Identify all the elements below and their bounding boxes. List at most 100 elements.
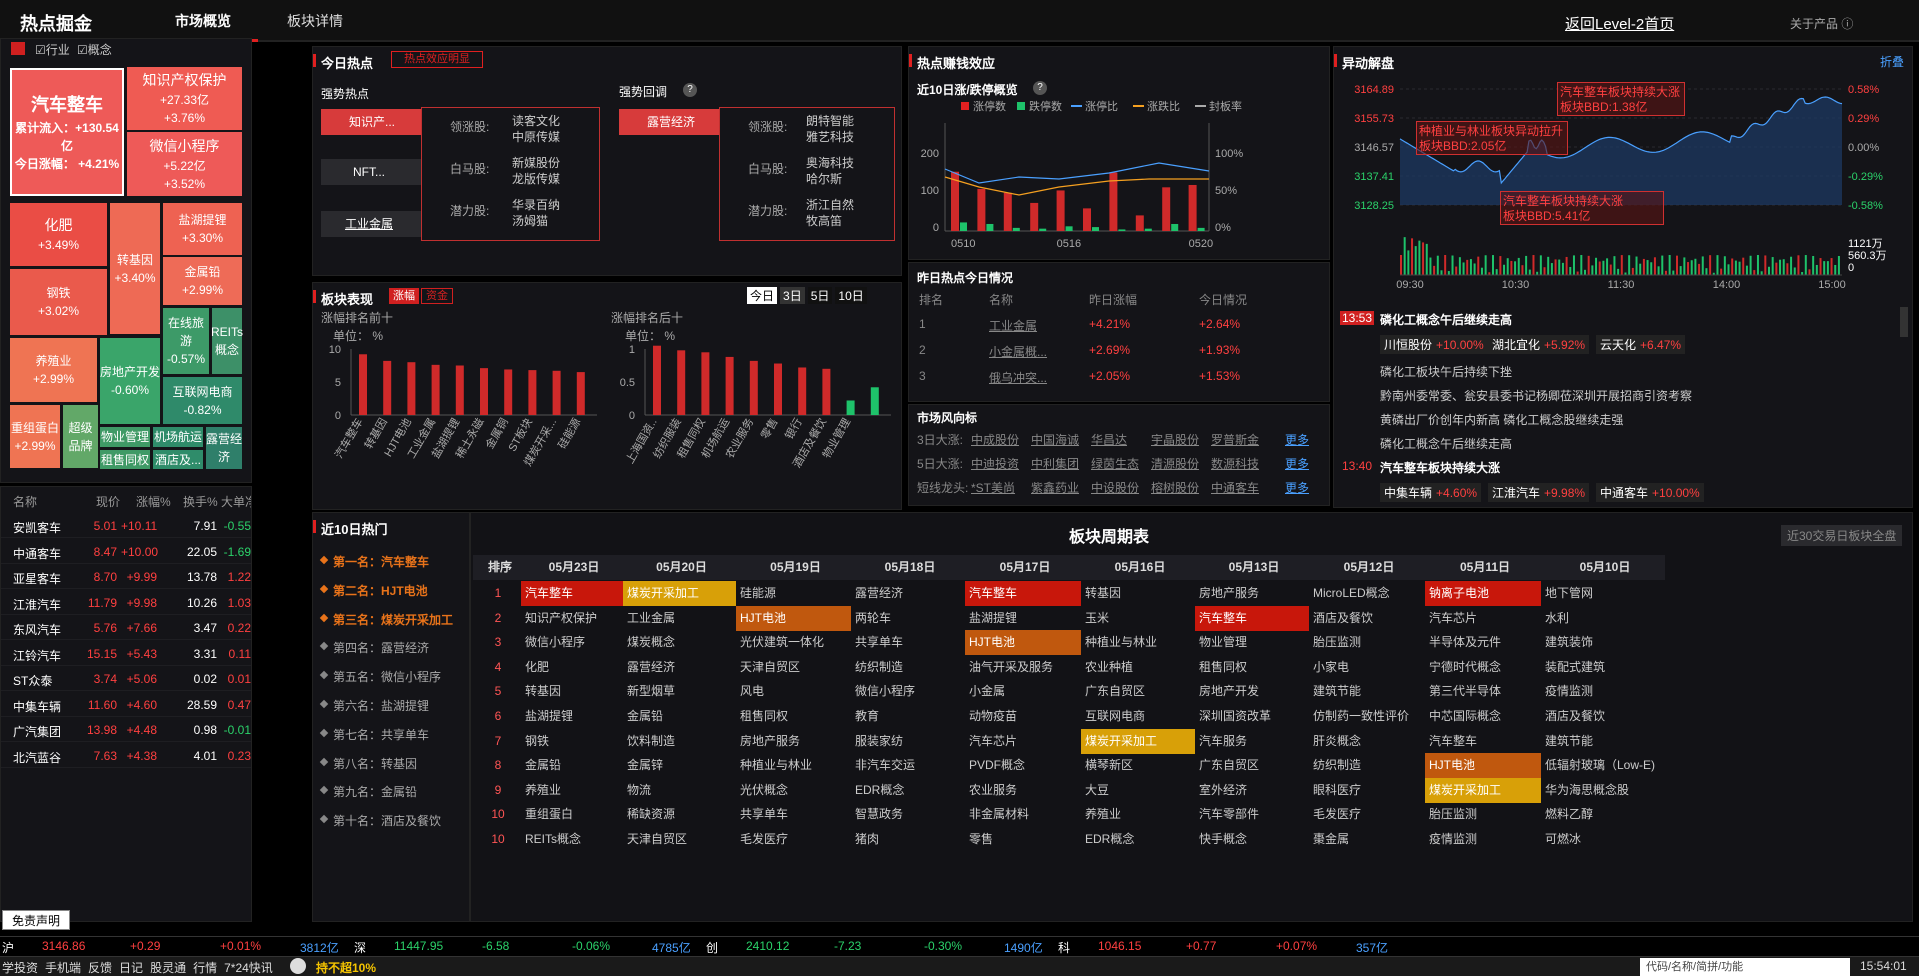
- cycle-cell[interactable]: 物流: [627, 782, 652, 797]
- news-stock-chip[interactable]: 云天化 +6.47%: [1596, 335, 1686, 354]
- period-5d[interactable]: 5日: [807, 287, 833, 304]
- cycle-cell[interactable]: 金属锌: [627, 758, 664, 773]
- treemap-tile[interactable]: 互联网电商 -0.82%: [163, 377, 242, 424]
- ticker-n[interactable]: 深: [354, 941, 367, 955]
- cycle-cell[interactable]: 教育: [855, 709, 880, 723]
- robot-icon[interactable]: [290, 958, 306, 974]
- news-title[interactable]: 磷化工概念午后继续走高: [1380, 437, 1513, 451]
- cycle-cell[interactable]: HJT电池: [736, 605, 851, 631]
- cycle-cell[interactable]: 玉米: [1085, 610, 1110, 625]
- ticker-n[interactable]: 沪: [2, 941, 15, 955]
- cycle-cell[interactable]: 大豆: [1085, 782, 1110, 797]
- news-stock-chip[interactable]: 川恒股份 +10.00%: [1380, 335, 1488, 354]
- tab-change[interactable]: 涨幅: [389, 288, 419, 304]
- rank-item[interactable]: 第十名：酒店及餐饮: [333, 814, 442, 829]
- cycle-cell[interactable]: 种植业与林业: [1085, 635, 1158, 650]
- treemap-tile[interactable]: REITs概念: [211, 308, 243, 374]
- status-link[interactable]: 学投资: [2, 961, 39, 975]
- disclaimer-button[interactable]: 免责声明: [2, 910, 70, 930]
- cycle-cell[interactable]: 毛发医疗: [1313, 807, 1362, 822]
- hot-tab-1[interactable]: 知识产...: [321, 109, 421, 135]
- more-link[interactable]: 更多: [1285, 481, 1310, 495]
- wind-stock[interactable]: 数源科技: [1211, 457, 1260, 471]
- cycle-cell[interactable]: 纺织制造: [1313, 758, 1362, 773]
- cycle-cell[interactable]: 稀缺资源: [627, 807, 676, 822]
- tab-market-overview[interactable]: 市场概览: [148, 0, 258, 42]
- treemap-tile[interactable]: 化肥 +3.49%: [10, 203, 107, 266]
- cycle-cell[interactable]: 服装家纺: [855, 733, 904, 748]
- news-stock-chip[interactable]: 江淮汽车 +9.98%: [1488, 483, 1590, 502]
- cycle-cell[interactable]: 纺织制造: [855, 659, 904, 674]
- cycle-cell[interactable]: 饮料制造: [627, 733, 676, 748]
- wind-stock[interactable]: 清源股份: [1151, 457, 1200, 471]
- table-row[interactable]: 江铃汽车 15.15 +5.43 3.31 0.11: [1, 641, 251, 666]
- cycle-cell[interactable]: 租售同权: [1199, 659, 1248, 674]
- treemap-tile[interactable]: 汽车整车 累计流入：+130.54亿 今日涨幅： +4.21%: [10, 68, 124, 196]
- cycle-cell[interactable]: 汽车服务: [1199, 733, 1248, 748]
- cycle-cell[interactable]: 租售同权: [740, 709, 789, 723]
- status-link[interactable]: 反馈: [88, 961, 113, 975]
- cycle-cell[interactable]: 房地产服务: [1199, 586, 1260, 600]
- treemap-tile[interactable]: 露营经济: [206, 427, 242, 469]
- cycle-cell[interactable]: 仿制药一致性评价: [1313, 709, 1410, 723]
- cycle-cell[interactable]: 毛发医疗: [740, 832, 789, 846]
- cycle-cell[interactable]: 室外经济: [1199, 782, 1248, 797]
- cycle-cell[interactable]: 可燃冰: [1545, 832, 1582, 846]
- cycle-cell[interactable]: 共享单车: [740, 807, 789, 822]
- cycle-cell[interactable]: 转基因: [1085, 586, 1122, 600]
- status-link[interactable]: 股灵通: [150, 961, 187, 975]
- cycle-cell[interactable]: 华为海思概念股: [1545, 782, 1630, 797]
- cycle-cell[interactable]: 汽车整车: [1429, 733, 1478, 748]
- wind-stock[interactable]: 榕树股份: [1151, 481, 1200, 495]
- cycle-cell[interactable]: 煤炭开采加工: [1425, 777, 1541, 803]
- rank-item[interactable]: 第二名：HJT电池: [333, 583, 428, 598]
- cycle-cell[interactable]: 半导体及元件: [1429, 635, 1502, 650]
- news-title[interactable]: 磷化工板块午后持续下挫: [1380, 365, 1513, 379]
- sector-name[interactable]: 俄乌冲突...: [989, 371, 1048, 385]
- leader-stock[interactable]: 牧高笛: [806, 214, 843, 228]
- rank-item[interactable]: 第八名：转基因: [333, 756, 418, 771]
- leader-stock[interactable]: 龙版传媒: [512, 172, 561, 186]
- cycle-cell[interactable]: 第三代半导体: [1429, 684, 1502, 699]
- wind-stock[interactable]: 罗普斯金: [1211, 433, 1260, 447]
- rank-item[interactable]: 第四名：露营经济: [333, 641, 430, 656]
- period-3d[interactable]: 3日: [780, 287, 805, 304]
- cycle-cell[interactable]: 知识产权保护: [525, 610, 598, 625]
- cycle-cell[interactable]: 酒店及餐饮: [1313, 610, 1374, 625]
- leader-stock[interactable]: 朗特智能: [806, 114, 855, 128]
- adjust-tab[interactable]: 露营经济: [619, 109, 719, 135]
- treemap-tile[interactable]: 酒店及...: [153, 450, 203, 469]
- help-icon[interactable]: ?: [1033, 81, 1047, 95]
- cycle-cell[interactable]: 钠离子电池: [1425, 581, 1541, 606]
- treemap-tile[interactable]: 金属铅 +2.99%: [163, 257, 242, 305]
- treemap-tile[interactable]: 微信小程序 +5.22亿 +3.52%: [127, 132, 242, 196]
- cycle-cell[interactable]: 胎压监测: [1313, 635, 1362, 650]
- cycle-cell[interactable]: 广东自贸区: [1085, 684, 1146, 699]
- cycle-cell[interactable]: 广东自贸区: [1199, 758, 1260, 773]
- leader-stock[interactable]: 读客文化: [512, 114, 561, 128]
- cycle-cell[interactable]: 地下管网: [1545, 586, 1594, 600]
- cycle-cell[interactable]: EDR概念: [1085, 832, 1135, 846]
- chart-callout[interactable]: 汽车整车板块持续大涨 板块BBD:1.38亿: [1557, 82, 1685, 116]
- cycle-cell[interactable]: 建筑装饰: [1545, 635, 1594, 650]
- cycle-cell[interactable]: 天津自贸区: [740, 659, 801, 674]
- news-stock-chip[interactable]: 中通客车 +10.00%: [1596, 483, 1704, 502]
- cycle-cell[interactable]: 肝炎概念: [1313, 733, 1362, 748]
- table-row[interactable]: 广汽集团 13.98 +4.48 0.98 -0.01: [1, 717, 251, 742]
- cycle-cell[interactable]: 低辐射玻璃（Low-E): [1545, 758, 1656, 773]
- cycle-cell[interactable]: 汽车零部件: [1199, 807, 1260, 822]
- back-to-level2-link[interactable]: 返回Level-2首页: [1565, 16, 1675, 33]
- rank-item[interactable]: 第七名：共享单车: [333, 727, 430, 742]
- cycle-cell[interactable]: 煤炭概念: [627, 635, 676, 650]
- table-row[interactable]: 中集车辆 11.60 +4.60 28.59 0.47: [1, 692, 251, 717]
- cycle-cell[interactable]: 风电: [740, 684, 765, 699]
- sector-name[interactable]: 小金属概...: [989, 345, 1048, 359]
- wind-stock[interactable]: 中通客车: [1211, 481, 1260, 495]
- fold-button[interactable]: 折叠: [1880, 55, 1905, 69]
- leader-stock[interactable]: 华录百纳: [512, 198, 561, 212]
- wind-stock[interactable]: 中设股份: [1091, 481, 1140, 495]
- rank-item[interactable]: 第五名：微信小程序: [333, 670, 442, 685]
- cycle-cell[interactable]: 水利: [1545, 610, 1570, 625]
- cycle-cell[interactable]: 转基因: [525, 684, 562, 699]
- status-link[interactable]: 7*24快讯: [224, 961, 273, 975]
